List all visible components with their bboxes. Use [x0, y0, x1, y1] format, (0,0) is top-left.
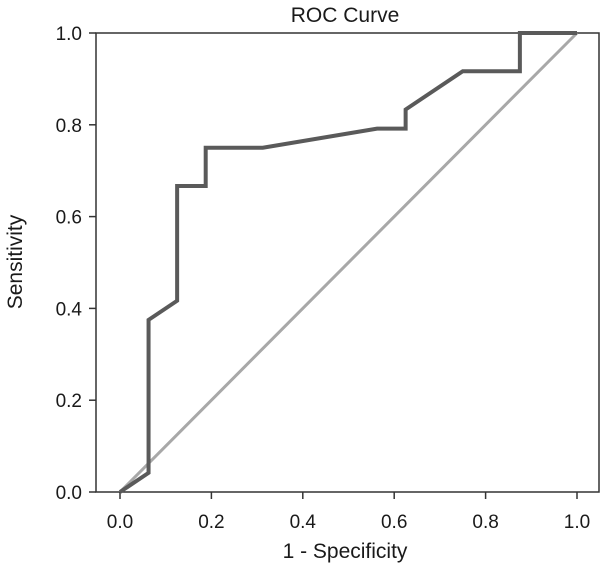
y-axis-title: Sensitivity	[4, 214, 27, 309]
chart-title: ROC Curve	[291, 4, 400, 27]
y-axis-ticks: 0.0 0.2 0.4 0.6 0.8 1.0	[56, 24, 96, 504]
x-tick-label: 1.0	[564, 512, 590, 533]
y-tick-label: 0.6	[56, 208, 82, 229]
x-tick-label: 0.0	[107, 512, 133, 533]
y-tick-label: 0.4	[56, 299, 83, 320]
x-tick-label: 0.6	[381, 512, 407, 533]
x-axis-title: 1 - Specificity	[283, 540, 408, 563]
x-tick-label: 0.8	[472, 512, 498, 533]
x-axis-ticks: 0.0 0.2 0.4 0.6 0.8 1.0	[107, 492, 590, 533]
plot-frame	[95, 32, 600, 493]
x-tick-label: 0.4	[290, 512, 317, 533]
y-tick-label: 0.0	[56, 483, 82, 504]
roc-curve-line	[118, 31, 577, 494]
reference-diagonal-line	[118, 31, 579, 494]
y-tick-label: 1.0	[56, 24, 82, 45]
x-tick-label: 0.2	[198, 512, 224, 533]
y-tick-label: 0.2	[56, 391, 82, 412]
y-tick-label: 0.8	[56, 116, 82, 137]
series-layer	[118, 31, 579, 494]
